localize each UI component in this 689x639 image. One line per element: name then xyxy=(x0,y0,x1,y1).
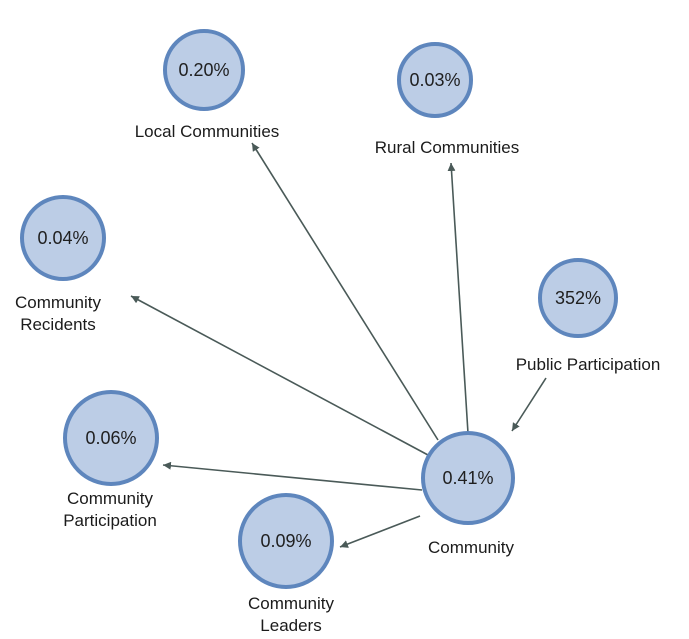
edge-arrow-community-to-rural-communities xyxy=(447,162,469,434)
node-value-local-communities: 0.20% xyxy=(178,60,229,80)
edge-arrow-community-to-local-communities xyxy=(251,142,439,441)
node-community-recidents[interactable]: 0.04% xyxy=(20,195,106,281)
node-circle-local-communities[interactable] xyxy=(163,29,245,111)
node-label-community-recidents-line-2: Recidents xyxy=(20,315,96,334)
node-value-community: 0.41% xyxy=(442,468,493,488)
node-value-community-participation: 0.06% xyxy=(85,428,136,448)
node-circle-community-leaders[interactable] xyxy=(238,493,334,589)
node-value-community-leaders: 0.09% xyxy=(260,531,311,551)
node-circle-community[interactable] xyxy=(421,431,515,525)
node-community-leaders[interactable]: 0.09% xyxy=(238,493,334,589)
node-label-community-participation-line-1: Community xyxy=(67,489,153,508)
node-label-community-participation-line-2: Participation xyxy=(63,511,157,530)
edge-arrow-community-to-community-participation xyxy=(162,461,423,491)
node-circle-public-participation[interactable] xyxy=(538,258,618,338)
node-value-rural-communities: 0.03% xyxy=(409,70,460,90)
node-local-communities[interactable]: 0.20% xyxy=(163,29,245,111)
labels: Local Communities Rural Communities Commun… xyxy=(15,122,660,635)
node-label-community-leaders-line-1: Community xyxy=(248,594,334,613)
node-value-public-participation: 352% xyxy=(555,288,601,308)
node-label-community-recidents-line-1: Community xyxy=(15,293,101,312)
node-value-community-recidents: 0.04% xyxy=(37,228,88,248)
node-community-participation[interactable]: 0.06% xyxy=(63,390,159,486)
node-circle-community-recidents[interactable] xyxy=(20,195,106,281)
edge-arrow-public-participation-to-community xyxy=(511,377,547,432)
node-circle-community-participation[interactable] xyxy=(63,390,159,486)
nodes: 0.20% 0.03% 0.04% 352% 0.06% 0.41% 0.09% xyxy=(20,29,618,589)
node-label-community-line-1: Community xyxy=(428,538,514,557)
edge-arrow-community-to-community-recidents xyxy=(130,295,429,456)
node-label-public-participation-line-1: Public Participation xyxy=(516,355,661,374)
node-label-local-communities-line-1: Local Communities xyxy=(135,122,280,141)
edge-arrow-community-to-community-leaders xyxy=(339,515,421,548)
node-label-rural-communities-line-1: Rural Communities xyxy=(375,138,520,157)
edges xyxy=(130,142,547,548)
node-public-participation[interactable]: 352% xyxy=(538,258,618,338)
node-community[interactable]: 0.41% xyxy=(421,431,515,525)
node-circle-rural-communities[interactable] xyxy=(397,42,473,118)
node-rural-communities[interactable]: 0.03% xyxy=(397,42,473,118)
node-label-community-leaders-line-2: Leaders xyxy=(260,616,321,635)
